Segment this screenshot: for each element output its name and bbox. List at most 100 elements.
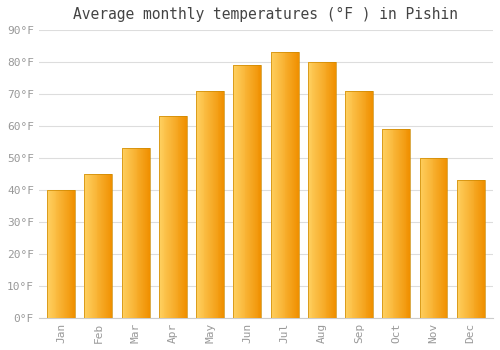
Bar — [234, 65, 235, 318]
Bar — [199, 91, 200, 318]
Bar — [274, 52, 275, 318]
Bar — [319, 62, 320, 318]
Bar — [201, 91, 202, 318]
Bar — [130, 148, 131, 318]
Bar — [354, 91, 356, 318]
Bar — [482, 180, 483, 318]
Bar — [281, 52, 282, 318]
Bar — [142, 148, 143, 318]
Bar — [460, 180, 462, 318]
Bar — [388, 129, 389, 318]
Bar — [141, 148, 142, 318]
Bar — [437, 158, 438, 318]
Bar — [251, 65, 252, 318]
Bar — [399, 129, 400, 318]
Bar — [60, 190, 61, 318]
Bar — [426, 158, 427, 318]
Bar — [104, 174, 105, 318]
Bar — [284, 52, 286, 318]
Bar — [272, 52, 274, 318]
Bar — [382, 129, 410, 318]
Bar — [394, 129, 396, 318]
Bar — [384, 129, 385, 318]
Bar — [239, 65, 240, 318]
Bar — [432, 158, 434, 318]
Bar — [171, 117, 172, 318]
Bar — [131, 148, 132, 318]
Bar — [70, 190, 72, 318]
Bar — [387, 129, 388, 318]
Bar — [84, 174, 112, 318]
Bar — [423, 158, 424, 318]
Bar — [481, 180, 482, 318]
Bar — [65, 190, 66, 318]
Bar — [101, 174, 102, 318]
Bar — [213, 91, 214, 318]
Bar — [329, 62, 330, 318]
Bar — [386, 129, 387, 318]
Bar — [457, 180, 484, 318]
Bar — [326, 62, 328, 318]
Bar — [429, 158, 430, 318]
Bar — [240, 65, 241, 318]
Bar — [406, 129, 408, 318]
Bar — [47, 190, 48, 318]
Bar — [398, 129, 399, 318]
Bar — [223, 91, 224, 318]
Bar — [383, 129, 384, 318]
Bar — [64, 190, 65, 318]
Bar — [322, 62, 324, 318]
Bar — [172, 117, 173, 318]
Bar — [439, 158, 440, 318]
Bar — [248, 65, 249, 318]
Bar — [277, 52, 278, 318]
Bar — [58, 190, 59, 318]
Bar — [87, 174, 88, 318]
Bar — [51, 190, 52, 318]
Bar — [404, 129, 406, 318]
Bar — [148, 148, 150, 318]
Bar — [168, 117, 169, 318]
Bar — [478, 180, 479, 318]
Bar — [320, 62, 321, 318]
Bar — [160, 117, 162, 318]
Bar — [428, 158, 429, 318]
Bar — [258, 65, 260, 318]
Bar — [211, 91, 212, 318]
Bar — [127, 148, 128, 318]
Bar — [198, 91, 199, 318]
Bar — [88, 174, 89, 318]
Bar — [107, 174, 108, 318]
Bar — [275, 52, 276, 318]
Bar — [270, 52, 298, 318]
Bar — [425, 158, 426, 318]
Bar — [68, 190, 70, 318]
Bar — [210, 91, 211, 318]
Bar — [246, 65, 248, 318]
Bar — [347, 91, 348, 318]
Bar — [238, 65, 239, 318]
Bar — [256, 65, 258, 318]
Bar — [181, 117, 182, 318]
Bar — [235, 65, 236, 318]
Bar — [385, 129, 386, 318]
Bar — [102, 174, 103, 318]
Bar — [434, 158, 436, 318]
Bar — [402, 129, 403, 318]
Bar — [134, 148, 136, 318]
Bar — [94, 174, 96, 318]
Bar — [236, 65, 237, 318]
Bar — [86, 174, 87, 318]
Bar — [458, 180, 460, 318]
Bar — [254, 65, 255, 318]
Bar — [178, 117, 180, 318]
Bar — [242, 65, 244, 318]
Bar — [276, 52, 277, 318]
Bar — [464, 180, 465, 318]
Bar — [356, 91, 357, 318]
Bar — [196, 91, 224, 318]
Bar — [100, 174, 101, 318]
Bar — [318, 62, 319, 318]
Bar — [182, 117, 183, 318]
Bar — [470, 180, 472, 318]
